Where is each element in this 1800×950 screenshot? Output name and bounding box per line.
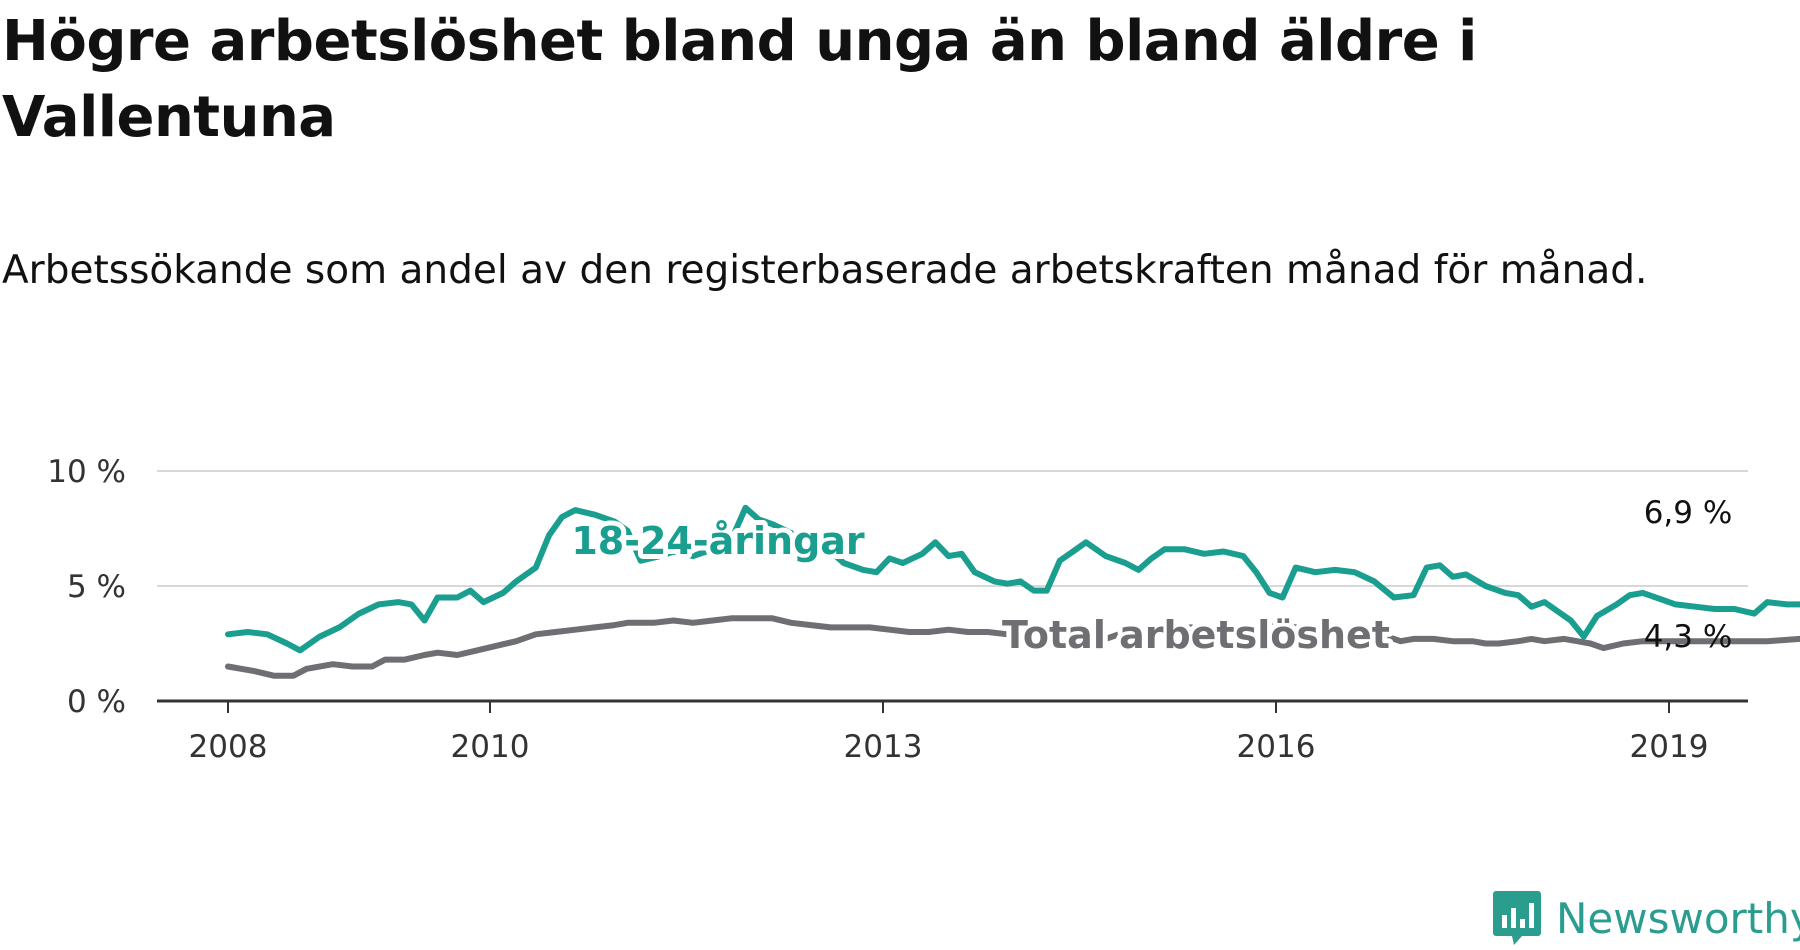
x-tick-label: 2010 [451,729,530,765]
x-tick-label: 2016 [1237,729,1316,765]
series-line-total [225,615,1800,679]
x-tick-label: 2019 [1630,729,1709,765]
y-tick-label: 10 % [47,454,126,490]
x-tick-label: 2013 [844,729,923,765]
y-tick-label: 0 % [67,684,126,720]
series-label-total: Total arbetslöshet [1002,613,1390,657]
brand-name: Newsworthy [1556,893,1800,943]
grid-lines [157,470,1748,703]
series-label-youth: 18-24-åringar [571,519,865,563]
y-axis-ticks: 0 % 5 % 10 % [47,454,126,720]
brand-logo: Newsworthy [1492,886,1800,950]
x-axis-ticks: 2008201020132016201920222024 [189,701,1709,765]
series-labels: 18-24-åringar Total arbetslöshet 6,9 % 4,3 … [566,495,1733,662]
newsworthy-logo-icon [1493,891,1541,945]
y-tick-label: 5 % [67,569,126,605]
end-label-total: 4,3 % [1644,619,1733,655]
series-lines [225,504,1800,679]
series-line-youth [225,504,1800,654]
end-label-youth: 6,9 % [1644,495,1733,531]
chart-subtitle: Arbetssökande som andel av den registerb… [2,248,1648,293]
x-tick-label: 2008 [189,729,268,765]
chart-title: Högre arbetslöshet bland unga än bland ä… [2,9,1477,150]
